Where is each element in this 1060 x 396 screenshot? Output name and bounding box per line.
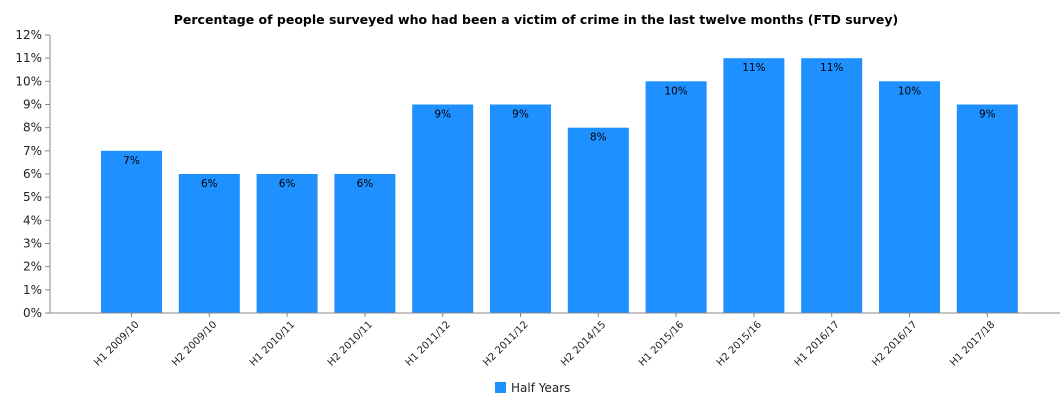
y-tick-label: 10% bbox=[15, 74, 42, 88]
y-tick-label: 7% bbox=[23, 144, 42, 158]
data-label: 8% bbox=[590, 132, 607, 144]
x-axis: H1 2009/10 H2 2009/10 H1 2010/11 H2 2010/11… bbox=[50, 312, 1060, 369]
y-tick-label: 11% bbox=[15, 51, 42, 65]
data-label: 11% bbox=[742, 62, 765, 74]
y-axis: 0% 1% 2% 3% 4% 5% 6% 7% 8% 9% 10% 11% 12% bbox=[15, 28, 51, 320]
data-label: 9% bbox=[512, 109, 529, 121]
x-tick-label: H1 2015/16 bbox=[637, 319, 686, 368]
data-label: 6% bbox=[201, 178, 218, 190]
bar bbox=[490, 104, 551, 313]
data-label: 9% bbox=[979, 109, 996, 121]
y-tick-label: 0% bbox=[23, 306, 42, 320]
bar bbox=[256, 174, 318, 313]
bar bbox=[956, 104, 1018, 313]
legend: Half Years bbox=[495, 381, 570, 395]
data-label: 9% bbox=[434, 109, 451, 121]
y-tick-label: 12% bbox=[15, 28, 42, 42]
data-label: 6% bbox=[357, 178, 374, 190]
y-tick-label: 3% bbox=[23, 237, 42, 251]
y-tick-label: 9% bbox=[23, 98, 42, 112]
data-label: 11% bbox=[820, 62, 843, 74]
legend-swatch bbox=[495, 382, 506, 393]
x-tick-label: H1 2016/17 bbox=[793, 319, 842, 368]
y-tick-label: 1% bbox=[23, 283, 42, 297]
bar bbox=[178, 174, 240, 313]
x-tick-label: H1 2011/12 bbox=[404, 319, 453, 368]
x-tick-label: H2 2009/10 bbox=[170, 319, 219, 368]
chart-title: Percentage of people surveyed who had be… bbox=[174, 12, 898, 27]
x-tick-label: H2 2014/15 bbox=[559, 319, 608, 368]
x-tick-label: H2 2015/16 bbox=[715, 319, 764, 368]
data-label: 7% bbox=[123, 155, 140, 167]
x-tick-label: H2 2011/12 bbox=[481, 319, 530, 368]
y-tick-label: 2% bbox=[23, 260, 42, 274]
bar bbox=[101, 150, 162, 313]
y-tick-label: 5% bbox=[23, 190, 42, 204]
x-tick-label: H2 2016/17 bbox=[870, 319, 919, 368]
bar bbox=[412, 104, 474, 313]
bar bbox=[723, 58, 785, 314]
bar bbox=[567, 127, 629, 313]
data-label: 6% bbox=[279, 178, 296, 190]
bar bbox=[879, 81, 940, 313]
data-label: 10% bbox=[898, 85, 921, 97]
y-tick-label: 6% bbox=[23, 167, 42, 181]
x-tick-label: H1 2009/10 bbox=[92, 319, 141, 368]
x-tick-label: H1 2017/18 bbox=[948, 319, 997, 368]
bars-group: 7% 6% 6% 6% 9% 9% 8% 10% 11% 11% 10% 9% bbox=[101, 58, 1018, 314]
legend-label: Half Years bbox=[511, 381, 570, 395]
x-tick-label: H1 2010/11 bbox=[248, 319, 297, 368]
y-tick-label: 4% bbox=[23, 213, 42, 227]
bar bbox=[645, 81, 707, 313]
x-tick-label: H2 2010/11 bbox=[326, 319, 375, 368]
y-tick-label: 8% bbox=[23, 121, 42, 135]
data-label: 10% bbox=[664, 85, 687, 97]
bar bbox=[334, 174, 396, 313]
bar bbox=[801, 58, 863, 314]
